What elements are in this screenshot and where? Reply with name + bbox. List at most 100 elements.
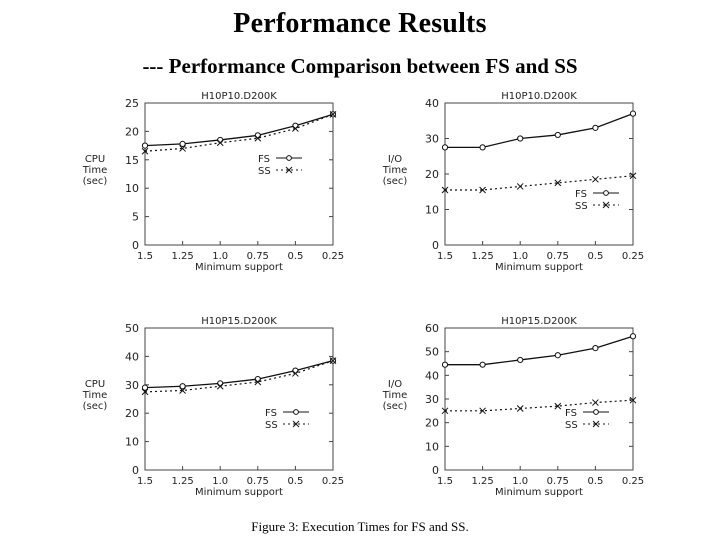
y-tick-label: 10	[425, 204, 439, 217]
x-tick-label: 0.25	[322, 476, 344, 487]
series-line-fs	[445, 335, 634, 366]
x-tick-label: 0.75	[547, 251, 569, 262]
data-point-ss	[254, 378, 262, 386]
data-point-fs	[179, 383, 186, 390]
y-tick-label: 20	[425, 168, 439, 181]
data-point-ss	[479, 186, 486, 194]
y-axis-label: Time	[382, 165, 407, 176]
y-tick-label: 25	[125, 97, 139, 110]
slide-title: Performance Results	[233, 8, 487, 39]
x-tick-label: 0.5	[587, 476, 603, 487]
legend-label: FS	[258, 154, 270, 165]
x-tick-label: 1.0	[512, 476, 528, 487]
data-point-fs	[141, 142, 149, 149]
y-tick-label: 30	[425, 393, 439, 406]
slide-subtitle: --- Performance Comparison between FS an…	[142, 54, 578, 78]
x-tick-label: 1.5	[437, 476, 453, 487]
y-tick-label: 30	[425, 133, 439, 146]
data-point-fs	[479, 144, 486, 151]
data-point-fs	[629, 110, 637, 117]
data-point-fs	[592, 345, 599, 352]
data-point-fs	[141, 384, 149, 391]
y-axis-label: I/O	[388, 154, 402, 165]
chart-title: H10P15.D200K	[501, 316, 577, 327]
data-point-ss	[179, 387, 186, 394]
x-axis-label: Minimum support	[195, 487, 283, 498]
data-point-ss	[554, 179, 562, 187]
plot-frame	[144, 327, 334, 471]
y-tick-label: 15	[125, 154, 139, 167]
x-tick-label: 1.5	[137, 251, 153, 262]
y-tick-label: 10	[125, 436, 139, 449]
data-point-fs	[479, 361, 486, 368]
data-point-ss	[216, 139, 224, 147]
series-line-ss	[445, 399, 634, 412]
y-axis-label: (sec)	[383, 401, 408, 412]
x-tick-label: 1.5	[137, 476, 153, 487]
y-axis-label: Time	[82, 165, 107, 176]
x-tick-label: 0.25	[622, 476, 644, 487]
y-axis-label: CPU	[85, 154, 105, 165]
y-tick-label: 0	[132, 464, 139, 477]
x-tick-label: 0.25	[322, 251, 344, 262]
data-point-ss	[479, 407, 486, 415]
legend-marker	[293, 409, 299, 415]
x-tick-label: 1.0	[212, 476, 228, 487]
legend-marker	[603, 190, 609, 196]
legend-marker	[285, 166, 293, 174]
y-tick-label: 20	[125, 125, 139, 138]
data-point-fs	[217, 136, 224, 144]
data-point-ss	[179, 145, 186, 152]
x-tick-label: 1.5	[437, 251, 453, 262]
legend-label: SS	[265, 420, 278, 431]
y-tick-label: 20	[125, 407, 139, 420]
data-point-ss	[141, 147, 149, 155]
data-point-ss	[216, 382, 224, 390]
y-tick-label: 10	[125, 182, 139, 195]
data-point-ss	[441, 407, 449, 415]
legend-marker	[593, 409, 599, 415]
data-point-ss	[292, 370, 299, 377]
y-tick-label: 0	[432, 239, 439, 252]
data-point-fs	[517, 356, 524, 364]
io-time-chart-h10p15: H10P15.D200K 0 10 20 30 40 50 60 1.5 1.25 1.0 0.75 0…	[382, 316, 644, 498]
data-point-ss	[629, 172, 637, 180]
y-axis-label: (sec)	[383, 176, 408, 187]
y-axis-label: Time	[82, 390, 107, 401]
y-tick-label: 20	[425, 417, 439, 430]
y-tick-label: 0	[132, 239, 139, 252]
chart-title: H10P10.D200K	[501, 91, 577, 102]
data-point-fs	[592, 124, 599, 131]
y-tick-label: 40	[425, 369, 439, 382]
data-point-ss	[329, 111, 337, 118]
data-point-fs	[179, 140, 186, 147]
legend-label: SS	[575, 201, 588, 212]
series-line-fs	[144, 113, 334, 147]
y-tick-label: 50	[425, 346, 439, 359]
data-point-ss	[441, 186, 449, 194]
series-line-ss	[144, 360, 334, 393]
y-tick-label: 40	[425, 97, 439, 110]
data-point-fs	[554, 352, 561, 359]
y-tick-label: 30	[125, 379, 139, 392]
data-point-ss	[592, 399, 599, 406]
x-tick-label: 0.75	[247, 476, 269, 487]
x-axis-label: Minimum support	[195, 262, 283, 273]
y-tick-label: 40	[125, 350, 139, 363]
cpu-time-chart-h10p15: H10P15.D200K 0 10 20 30 40 50 1.5 1.25 1.0 0.75 0.5…	[82, 316, 344, 498]
series-line-ss	[144, 113, 334, 152]
data-point-fs	[441, 361, 449, 368]
legend-label: FS	[575, 189, 587, 200]
legend-marker	[592, 420, 600, 428]
x-tick-label: 1.25	[171, 476, 193, 487]
y-tick-label: 0	[432, 464, 439, 477]
plot-frame	[144, 102, 334, 246]
data-point-fs	[292, 122, 299, 129]
legend-label: FS	[565, 408, 577, 419]
y-axis-label: Time	[382, 390, 407, 401]
io-time-chart-h10p10: H10P10.D200K 0 10 20 30 40 1.5 1.25 1.0 0.75 0.5 0.…	[382, 91, 644, 273]
data-point-ss	[629, 396, 637, 404]
